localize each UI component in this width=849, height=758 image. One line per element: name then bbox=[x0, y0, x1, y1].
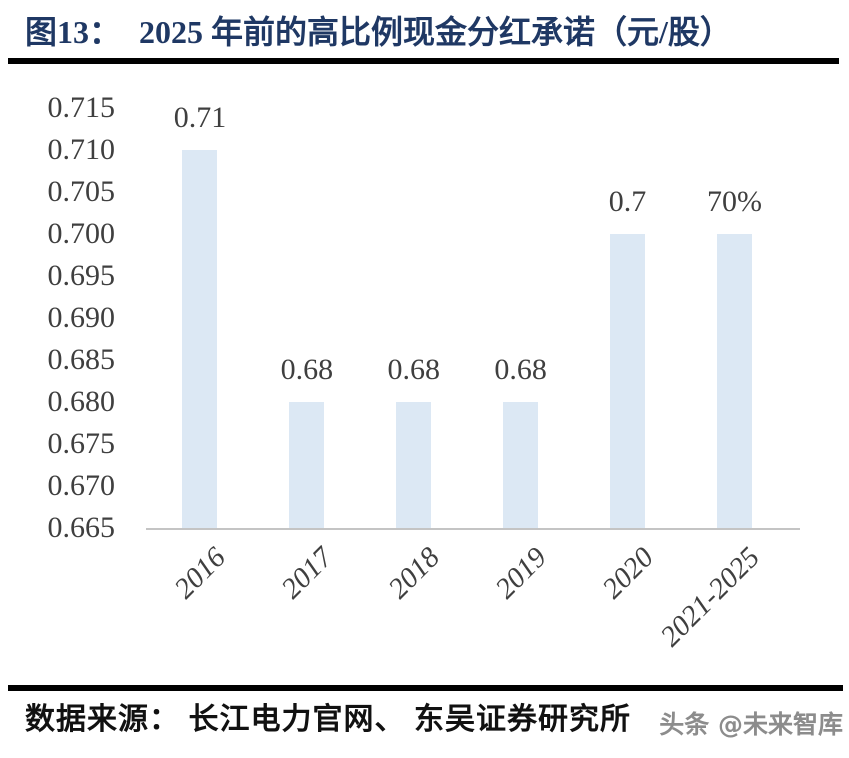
y-tick-label: 0.665 bbox=[47, 511, 116, 544]
figure-title: 2025 年前的高比例现金分红承诺（元/股） bbox=[139, 14, 732, 50]
dividend-bar-chart: 0.715 0.710 0.705 0.700 0.695 0.690 0.685 0.680… bbox=[47, 91, 800, 653]
bar-value-label: 0.68 bbox=[494, 353, 547, 386]
x-axis-label: 2016 bbox=[168, 541, 232, 605]
x-axis-label: 2017 bbox=[275, 541, 339, 605]
y-tick-label: 0.695 bbox=[47, 259, 116, 292]
y-tick-label: 0.700 bbox=[47, 217, 116, 250]
y-tick-label: 0.690 bbox=[47, 301, 116, 334]
bar bbox=[503, 402, 539, 528]
y-tick-label: 0.710 bbox=[47, 133, 116, 166]
bar-value-label: 0.7 bbox=[608, 185, 647, 218]
x-axis-label: 2020 bbox=[595, 541, 660, 605]
figure-header: 图13： 2025 年前的高比例现金分红承诺（元/股） bbox=[25, 12, 839, 52]
y-tick-label: 0.715 bbox=[47, 91, 116, 124]
bar-value-label: 0.71 bbox=[173, 101, 227, 134]
x-axis-label: 2019 bbox=[488, 541, 553, 605]
bar-value-label: 0.68 bbox=[387, 353, 441, 386]
x-axis-label: 2021-2025 bbox=[654, 541, 767, 653]
y-tick-label: 0.680 bbox=[47, 385, 116, 418]
y-tick-label: 0.705 bbox=[47, 175, 116, 208]
y-tick-label: 0.675 bbox=[47, 427, 116, 460]
bar-value-label: 70% bbox=[706, 185, 762, 218]
bar bbox=[182, 150, 218, 528]
bottom-divider bbox=[8, 685, 843, 691]
watermark-text: 头条 @未来智库 bbox=[659, 710, 843, 739]
bar-value-label: 0.68 bbox=[280, 353, 334, 386]
x-axis-line bbox=[146, 528, 800, 530]
bar bbox=[610, 234, 646, 528]
y-tick-label: 0.670 bbox=[47, 469, 116, 502]
bar bbox=[289, 402, 325, 528]
top-divider bbox=[8, 58, 839, 64]
bar bbox=[716, 234, 752, 528]
x-axis-label: 2018 bbox=[382, 541, 446, 605]
y-tick-label: 0.685 bbox=[47, 343, 116, 376]
bar bbox=[396, 402, 432, 528]
data-source-text: 数据来源： 长江电力官网、 东吴证券研究所 bbox=[25, 703, 631, 736]
figure-number: 图13： bbox=[25, 14, 122, 50]
